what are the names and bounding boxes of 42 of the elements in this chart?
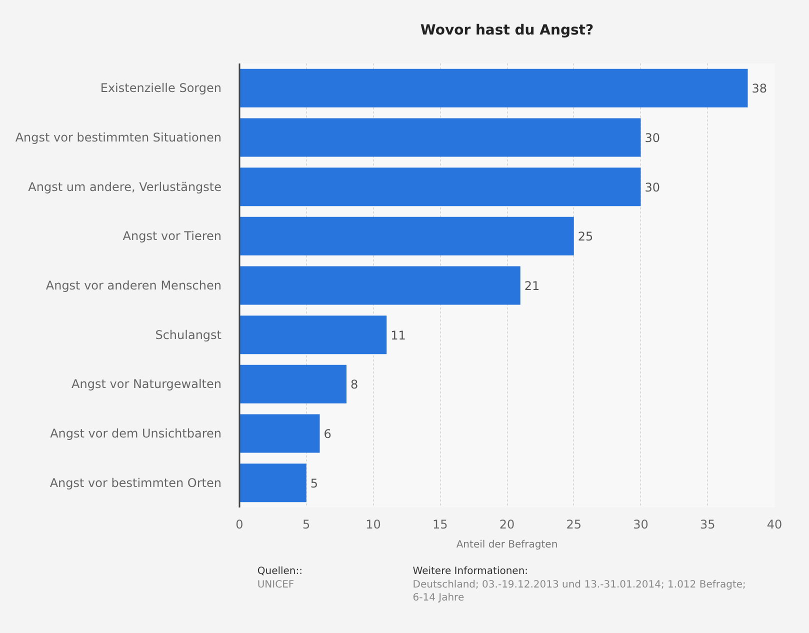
bar	[240, 464, 306, 502]
y-tick-label: Angst um andere, Verlustängste	[28, 180, 222, 194]
y-tick-label: Angst vor Naturgewalten	[72, 377, 222, 392]
bar	[240, 68, 748, 108]
x-axis-title: Anteil der Befragten	[456, 540, 558, 550]
x-tick-label: 30	[633, 518, 648, 532]
x-tick-label: 40	[766, 518, 782, 532]
data-label: 30	[644, 131, 660, 145]
bar	[240, 216, 574, 256]
x-tick-label: 25	[566, 518, 582, 532]
data-label: 21	[524, 279, 540, 293]
y-tick-label: Angst vor Tieren	[122, 229, 222, 244]
data-label: 25	[578, 230, 594, 244]
text: UNICEF	[257, 580, 294, 590]
data-label: 6	[324, 427, 332, 441]
y-tick-label: Schulangst	[155, 328, 222, 342]
y-tick-label: Angst vor bestimmten Orten	[50, 476, 222, 490]
x-tick-label: 10	[366, 518, 381, 532]
bar	[240, 414, 320, 453]
y-tick-label: Angst vor bestimmten Situationen	[15, 130, 222, 144]
x-tick-label: 35	[700, 518, 716, 532]
x-tick-label: 20	[499, 518, 515, 532]
data-label: 30	[644, 180, 660, 194]
data-label: 8	[350, 378, 358, 392]
x-tick-label: 5	[302, 518, 310, 532]
data-label: 11	[390, 328, 406, 342]
bar	[240, 316, 387, 354]
x-tick-label: 0	[236, 518, 244, 532]
x-tick-label: 15	[432, 518, 448, 532]
bar	[240, 364, 346, 404]
y-tick-label: Angst vor anderen Menschen	[46, 278, 222, 292]
text: Deutschland; 03.-19.12.2013 und 13.-31.01.2014; 1.012 Befragte; 6-14 Jahre	[412, 580, 746, 604]
bar	[240, 118, 641, 157]
source-note: Quellen::	[257, 566, 303, 577]
y-tick-label: Angst vor dem Unsichtbaren	[50, 426, 222, 440]
chart-title: Wovor hast du Angst?	[420, 22, 594, 38]
bar	[240, 266, 520, 305]
y-tick-label: Existenzielle Sorgen	[100, 81, 222, 96]
data-label: 5	[310, 476, 318, 490]
text: Weitere Informationen:	[412, 566, 528, 577]
bar	[240, 168, 641, 206]
data-label: 38	[752, 82, 768, 96]
